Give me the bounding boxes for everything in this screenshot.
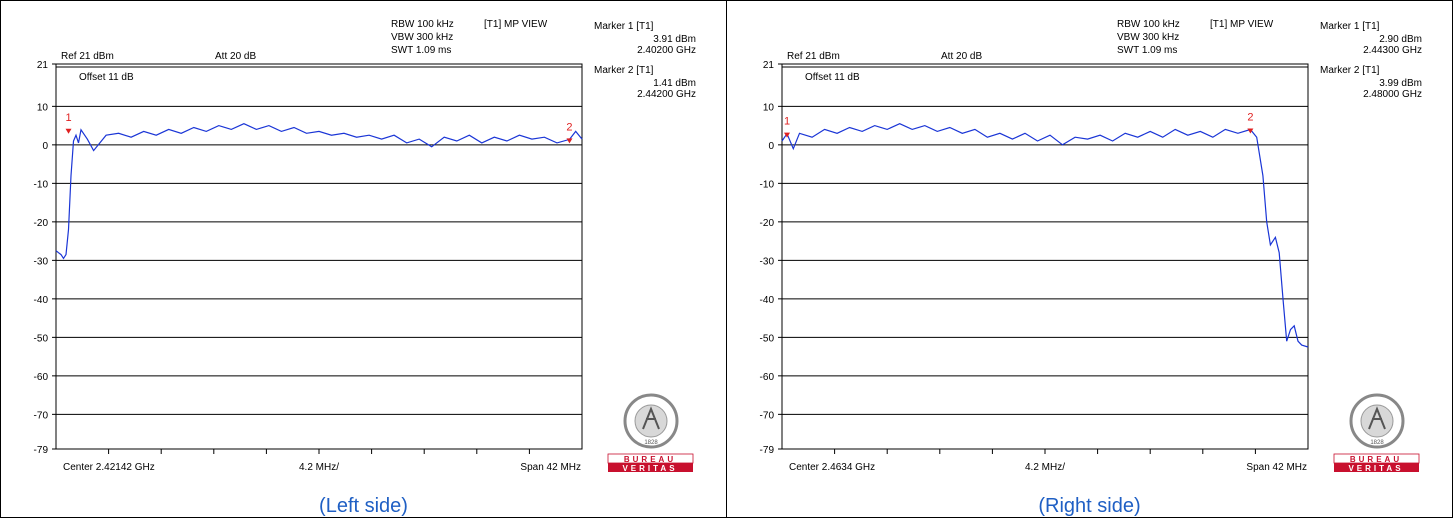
rbw-label: RBW 100 kHz (1117, 19, 1180, 30)
spectrum-plot-left: RBW 100 kHz VBW 300 kHz SWT 1.09 ms [T1] MP… (34, 19, 696, 473)
ref-level-label: Ref 21 dBm (787, 51, 840, 62)
marker-number: 1 (784, 116, 790, 128)
logo-year: 1828 (644, 440, 658, 446)
y-tick-label: 0 (768, 141, 774, 152)
ref-level-label: Ref 21 dBm (61, 51, 114, 62)
span-label: Span 42 MHz (520, 462, 581, 473)
y-tick-label: -20 (760, 218, 775, 229)
marker-readout-frequency: 2.44200 GHz (637, 89, 696, 100)
marker-readout-level: 2.90 dBm (1379, 34, 1422, 45)
trace-line (55, 123, 583, 260)
division-label: 4.2 MHz/ (299, 462, 339, 473)
y-tick-label: -70 (760, 410, 775, 421)
marker-number: 2 (566, 121, 572, 133)
marker-number: 1 (65, 112, 71, 124)
swt-label: SWT 1.09 ms (1117, 45, 1177, 56)
plot-frame (781, 63, 1309, 450)
y-tick-label: -79 (760, 445, 775, 456)
y-tick-label: -20 (34, 218, 49, 229)
center-frequency-label: Center 2.4634 GHz (789, 462, 875, 473)
marker-readout-frequency: 2.48000 GHz (1363, 89, 1422, 100)
center-frequency-label: Center 2.42142 GHz (63, 462, 155, 473)
swt-label: SWT 1.09 ms (391, 45, 451, 56)
marker-triangle (566, 138, 573, 144)
logo-bottom-text: VERITAS (1348, 464, 1403, 473)
vbw-label: VBW 300 kHz (391, 32, 453, 43)
offset-label: Offset 11 dB (79, 72, 134, 83)
y-tick-label: -10 (34, 179, 49, 190)
marker-readout-title: Marker 2 [T1] (1320, 65, 1380, 76)
y-tick-label: 0 (42, 141, 48, 152)
marker-readout-title: Marker 2 [T1] (594, 65, 654, 76)
span-label: Span 42 MHz (1246, 462, 1307, 473)
division-label: 4.2 MHz/ (1025, 462, 1065, 473)
trace-mode-label: [T1] MP VIEW (484, 19, 548, 30)
marker-triangle (1247, 128, 1254, 134)
attenuation-label: Att 20 dB (941, 51, 982, 62)
logo-year: 1828 (1370, 440, 1384, 446)
marker-readout-title: Marker 1 [T1] (1320, 21, 1380, 32)
trace-line (781, 123, 1309, 348)
rbw-label: RBW 100 kHz (391, 19, 454, 30)
marker-readout-level: 3.99 dBm (1379, 78, 1422, 89)
offset-box (59, 69, 129, 83)
marker-readout-frequency: 2.44300 GHz (1363, 45, 1422, 56)
y-tick-label: -40 (760, 295, 775, 306)
logo-bottom-bar (1334, 463, 1419, 472)
attenuation-label: Att 20 dB (215, 51, 256, 62)
y-tick-label: -30 (34, 256, 49, 267)
y-tick-label: -79 (34, 445, 49, 456)
y-tick-label: -40 (34, 295, 49, 306)
spectrum-panel-right: RBW 100 kHz VBW 300 kHz SWT 1.09 ms [T1] MP… (726, 0, 1453, 518)
spectrum-panel-left: RBW 100 kHz VBW 300 kHz SWT 1.09 ms [T1] MP… (0, 0, 727, 518)
logo-seal-figure (1368, 406, 1386, 430)
y-tick-label: -60 (34, 372, 49, 383)
y-tick-label: -70 (34, 410, 49, 421)
plot-frame (55, 63, 583, 450)
spectrum-plot-right: RBW 100 kHz VBW 300 kHz SWT 1.09 ms [T1] MP… (760, 19, 1422, 473)
marker-readout-frequency: 2.40200 GHz (637, 45, 696, 56)
y-tick-label: -50 (760, 333, 775, 344)
y-tick-label: -10 (760, 179, 775, 190)
logo-bottom-text: VERITAS (622, 464, 677, 473)
logo-top-text: BUREAU (1350, 455, 1402, 464)
y-tick-label: -30 (760, 256, 775, 267)
y-tick-label: -50 (34, 333, 49, 344)
logo-top-text: BUREAU (624, 455, 676, 464)
y-tick-label: -60 (760, 372, 775, 383)
marker-readout-title: Marker 1 [T1] (594, 21, 654, 32)
y-tick-label: 10 (37, 102, 49, 113)
marker-readout-level: 1.41 dBm (653, 78, 696, 89)
y-tick-label: 21 (37, 60, 49, 71)
vbw-label: VBW 300 kHz (1117, 32, 1179, 43)
marker-triangle (784, 132, 791, 138)
panel-caption: (Right side) (1038, 495, 1141, 517)
offset-label: Offset 11 dB (805, 72, 860, 83)
trace-mode-label: [T1] MP VIEW (1210, 19, 1274, 30)
logo-seal-figure (642, 406, 660, 430)
y-tick-label: 10 (763, 102, 775, 113)
marker-readout-level: 3.91 dBm (653, 34, 696, 45)
logo-bottom-bar (608, 463, 693, 472)
panel-caption: (Left side) (319, 495, 408, 517)
offset-box (785, 69, 855, 83)
marker-number: 2 (1247, 111, 1253, 123)
marker-triangle (65, 128, 72, 134)
y-tick-label: 21 (763, 60, 775, 71)
